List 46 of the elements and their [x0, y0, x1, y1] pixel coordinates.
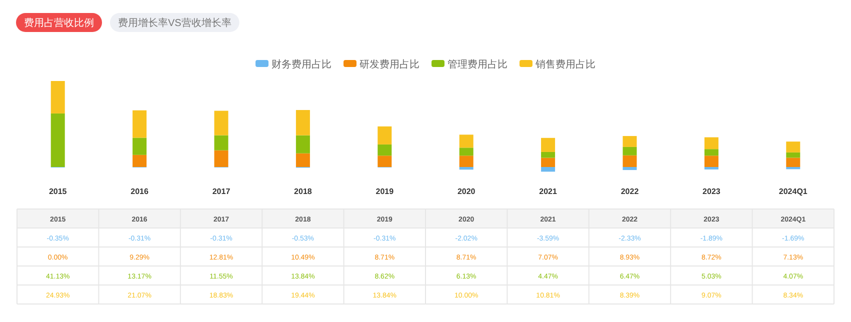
bar [541, 138, 556, 152]
legend-label: 管理费用占比 [448, 58, 508, 70]
x-tick-label: 2023 [702, 187, 721, 196]
bar [786, 158, 800, 167]
bar [541, 167, 556, 172]
bar [296, 135, 310, 154]
bar [214, 135, 228, 150]
legend-label: 财务费用占比 [272, 58, 332, 70]
bar [786, 152, 800, 158]
bar [50, 113, 65, 167]
x-tick-label: 2024Q1 [778, 187, 808, 196]
bar [214, 150, 228, 167]
bar [214, 110, 228, 136]
x-tick-label: 2020 [457, 187, 476, 196]
bar [541, 152, 556, 158]
bar [296, 153, 310, 167]
x-tick-label: 2017 [212, 187, 231, 196]
x-tick-label: 2019 [376, 187, 394, 196]
x-tick-label: 2016 [130, 187, 149, 196]
bar [459, 148, 474, 156]
x-tick-label: 2015 [48, 187, 68, 196]
bar [50, 81, 65, 114]
bar [704, 156, 718, 167]
bar [378, 144, 392, 156]
x-tick-label: 2022 [620, 187, 640, 196]
bar [459, 134, 474, 148]
bar [132, 110, 147, 138]
bar [622, 146, 637, 156]
bar [296, 110, 310, 136]
legend-label: 销售费用占比 [534, 58, 596, 70]
bar [622, 136, 637, 147]
legend-label: 研发费用占比 [360, 58, 420, 70]
bar [459, 167, 474, 170]
bar [459, 156, 474, 167]
bar [378, 156, 392, 167]
bar [132, 154, 147, 167]
bar [132, 138, 147, 155]
bar [622, 155, 637, 167]
bar [622, 167, 637, 170]
bar [541, 158, 556, 167]
bar [704, 149, 718, 156]
bar [378, 126, 392, 144]
bar [704, 137, 718, 150]
bar [786, 142, 800, 152]
x-tick-label: 2018 [294, 187, 312, 196]
x-tick-label: 2021 [539, 187, 558, 196]
